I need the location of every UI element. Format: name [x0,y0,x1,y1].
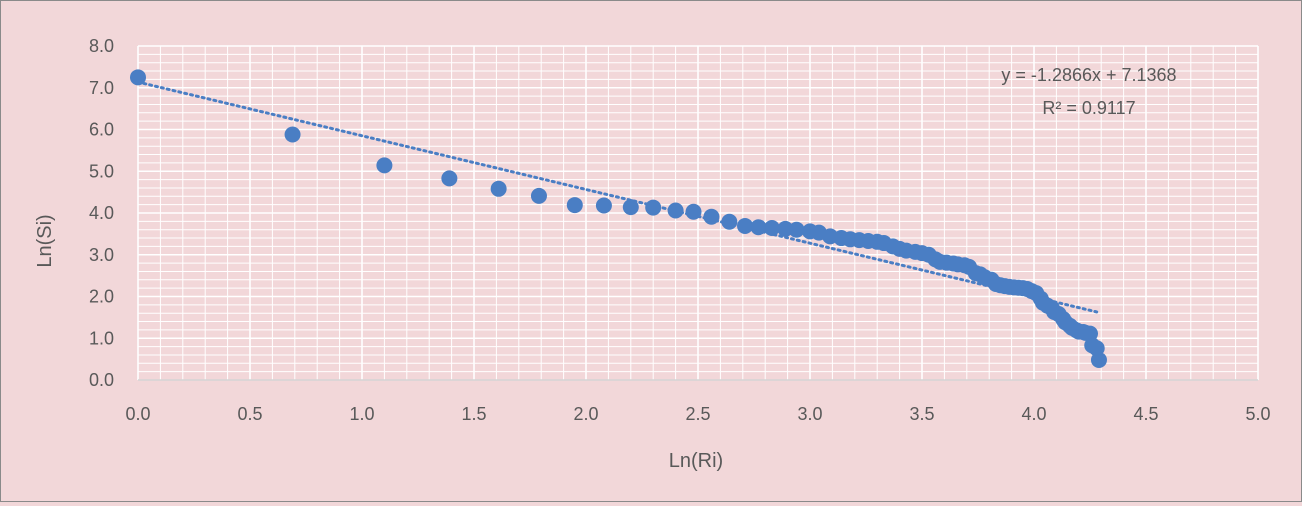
trendline [136,80,1099,314]
data-points [130,69,1107,368]
data-point [750,219,767,236]
x-tick-label: 4.0 [1021,404,1046,424]
trendline-r-squared: R² = 0.9117 [1042,98,1135,118]
data-point [721,213,738,230]
y-tick-label: 6.0 [89,120,114,140]
y-tick-label: 3.0 [89,245,114,265]
y-tick-label: 5.0 [89,161,114,181]
y-tick-label: 0.0 [89,370,114,390]
trendline-equation: y = -1.2866x + 7.1368 [1001,65,1176,85]
data-point [788,221,805,238]
data-point [763,220,780,237]
y-tick-label: 8.0 [89,36,114,56]
data-point [566,197,583,214]
gridlines [137,45,1259,381]
x-tick-label: 3.5 [909,404,934,424]
x-tick-label: 2.0 [573,404,598,424]
y-tick-label: 7.0 [89,78,114,98]
data-point [284,126,301,143]
x-tick-label: 3.0 [797,404,822,424]
data-point [376,157,393,174]
x-tick-label: 0.5 [237,404,262,424]
x-tick-label: 5.0 [1245,404,1270,424]
y-tick-label: 2.0 [89,287,114,307]
data-point [1090,351,1107,368]
x-tick-label: 2.5 [685,404,710,424]
data-point [441,170,458,187]
data-point [622,199,639,216]
y-axis-title: Ln(Si) [34,214,56,267]
data-point [645,199,662,216]
x-axis-title: Ln(Ri) [669,450,723,472]
trendline-path [136,80,1099,314]
x-tick-label: 0.0 [125,404,150,424]
data-point [667,202,684,219]
data-point [703,208,720,225]
x-tick-label: 1.0 [349,404,374,424]
x-tick-label: 1.5 [461,404,486,424]
data-point [685,203,702,220]
data-point [530,187,547,204]
data-point [130,69,146,86]
y-tick-label: 4.0 [89,203,114,223]
tick-labels: 0.0 0.5 1.0 1.5 2.0 2.5 3.0 3.5 4.0 4.5 5.0 0.0 1.0 2… [89,36,1271,424]
y-tick-label: 1.0 [89,328,114,348]
data-point [737,217,754,234]
x-tick-label: 4.5 [1133,404,1158,424]
data-point [595,197,612,214]
data-point [490,180,507,197]
